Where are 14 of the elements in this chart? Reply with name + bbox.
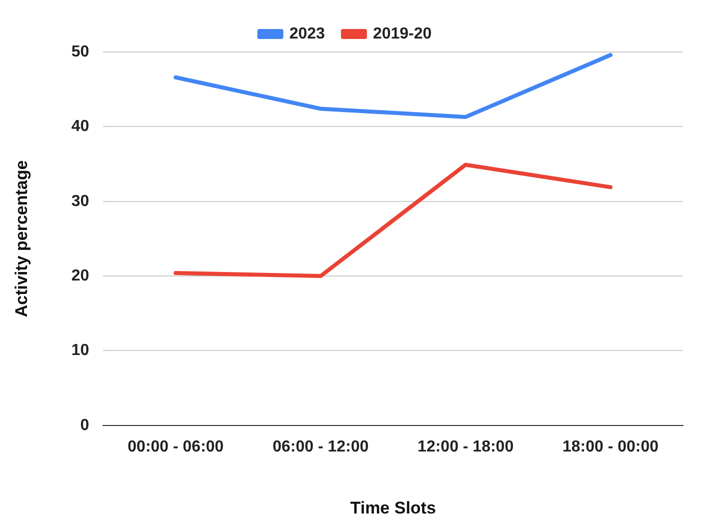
y-tick-label: 50 (71, 43, 90, 60)
y-tick-label: 30 (71, 192, 90, 210)
y-tick-label: 20 (71, 267, 90, 284)
x-tick-label: 18:00 - 00:00 (562, 438, 659, 456)
x-tick-label: 12:00 - 18:00 (418, 438, 514, 456)
y-tick-label: 40 (71, 118, 90, 136)
x-axis-title: Time Slots (350, 498, 436, 518)
x-tick-label: 00:00 - 06:00 (128, 438, 224, 456)
y-tick-label: 0 (80, 416, 90, 434)
y-axis-title: Activity percentage (12, 160, 31, 318)
y-tick-label: 10 (71, 342, 90, 360)
legend-label: 2019-20 (372, 25, 432, 42)
x-tick-label: 06:00 - 12:00 (272, 438, 369, 456)
legend-label: 2023 (289, 25, 326, 42)
